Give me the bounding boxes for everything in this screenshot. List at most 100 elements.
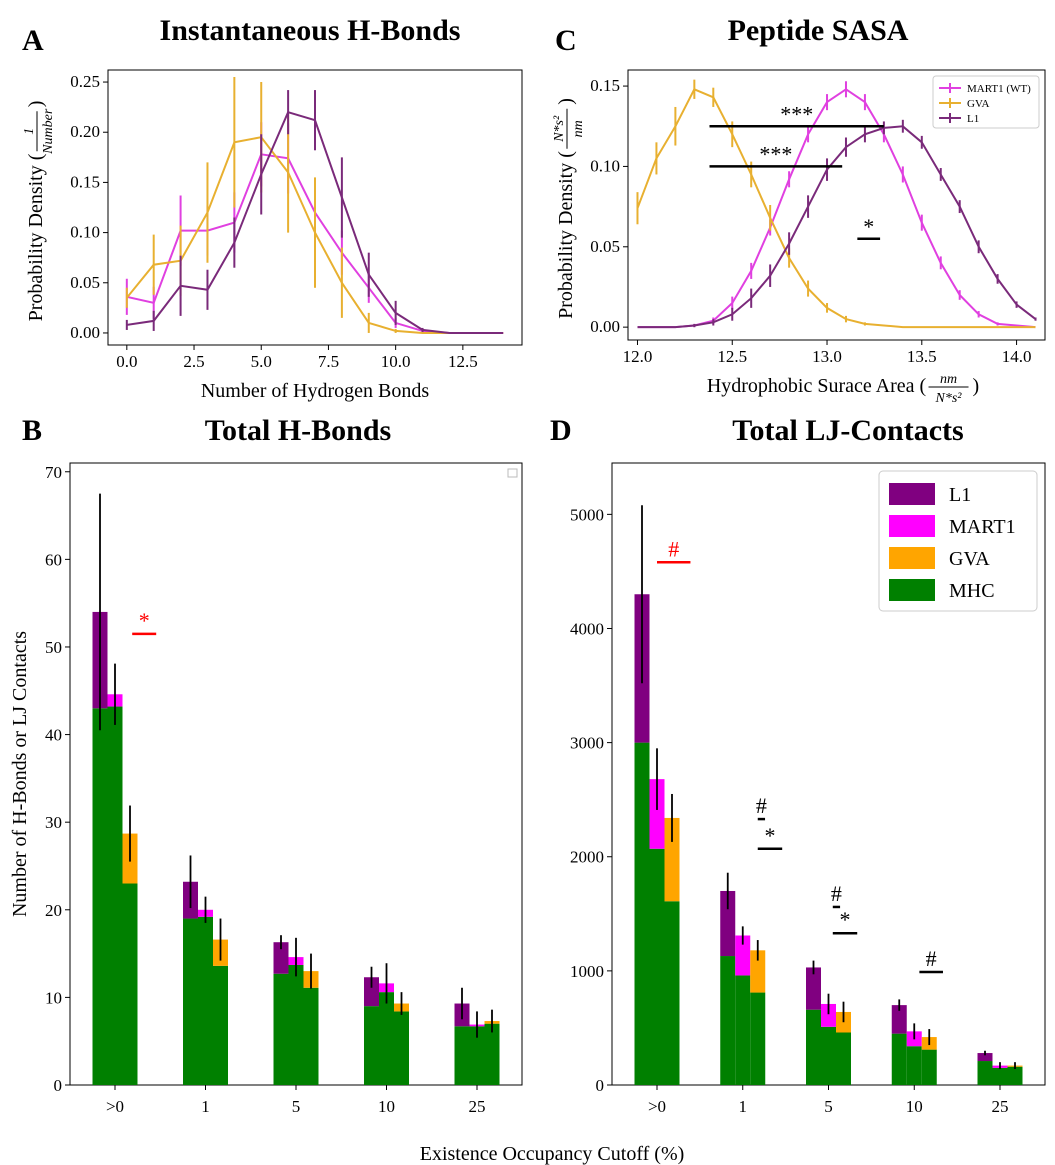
bar-mhc-mart1 [992, 1067, 1008, 1085]
y-tick-label: 1000 [570, 962, 604, 981]
empty-legend-box [507, 468, 518, 478]
bar-peptide-l1 [891, 1005, 907, 1034]
bar-mhc-l1 [454, 1026, 470, 1085]
bar-mhc-gva [303, 987, 319, 1085]
bar-mhc-gva [664, 901, 680, 1085]
y-axis-label: Probability Density ( [555, 151, 577, 319]
bar-mhc-l1 [183, 918, 198, 1085]
bar-mhc-gva [836, 1032, 851, 1085]
bar-mhc-l1 [891, 1033, 907, 1085]
bar-mhc-gva [213, 965, 228, 1085]
panel-title-b: Total H-Bonds [205, 414, 391, 447]
x-axis-label-numerator: nm [940, 372, 957, 387]
bar-peptide-l1 [977, 1053, 993, 1062]
y-tick-label: 4000 [570, 619, 604, 638]
x-tick-label: 25 [992, 1097, 1009, 1116]
shared-x-axis-label: Existence Occupancy Cutoff (%) [420, 1143, 685, 1165]
x-tick-label: 7.5 [318, 352, 339, 371]
y-axis-label: Number of H-Bonds or LJ Contacts [9, 631, 31, 917]
bar-mhc-gva [122, 883, 138, 1085]
y-axis-label-numerator: 1 [22, 128, 37, 135]
x-axis-label-close: ) [973, 375, 980, 397]
bar-mhc-mart1 [649, 848, 665, 1085]
legend-swatch [889, 547, 935, 569]
x-tick-label: 5 [824, 1097, 833, 1116]
x-axis-label: Hydrophobic Surace Area ( [707, 375, 927, 397]
y-tick-label: 0.05 [590, 237, 620, 256]
bar-mhc-l1 [720, 956, 736, 1085]
bar-mhc-gva [484, 1023, 500, 1085]
significance-marker: * [863, 214, 874, 239]
bar-mhc-gva [750, 992, 766, 1085]
bar-mhc-gva [921, 1049, 937, 1085]
significance-marker: # [926, 946, 937, 971]
bar-mhc-mart1 [906, 1046, 922, 1085]
y-tick-label: 0 [596, 1076, 605, 1095]
legend-swatch [889, 515, 935, 537]
bar-mhc-l1 [364, 1006, 379, 1085]
panel-letter-d: D [550, 414, 572, 447]
bar-mhc-l1 [273, 973, 289, 1085]
y-tick-label: 0.10 [590, 156, 620, 175]
y-tick-label: 2000 [570, 848, 604, 867]
x-tick-label: 5 [292, 1097, 301, 1116]
significance-marker: *** [759, 141, 792, 166]
chart-c: 12.0 12.5 13.0 13.5 14.0 0.00 0.05 0.10 0.15 Hydr… [552, 69, 1046, 406]
panel-title-c: Peptide SASA [728, 14, 909, 47]
bar-peptide-l1 [364, 977, 379, 1007]
bar-mhc-l1 [634, 742, 650, 1085]
bar-peptide-mart1 [649, 779, 665, 849]
y-tick-label: 0.10 [70, 223, 100, 242]
x-tick-label: 10 [906, 1097, 923, 1116]
y-tick-label: 0.20 [70, 122, 100, 141]
y-tick-label: 0.00 [70, 323, 100, 342]
y-tick-label: 0.25 [70, 72, 100, 91]
y-tick-label: 70 [45, 463, 62, 482]
legend-box [878, 470, 1038, 612]
legend-label: L1 [967, 113, 979, 125]
significance-marker: *** [780, 101, 813, 126]
x-tick-label: 2.5 [183, 352, 204, 371]
y-tick-label: 3000 [570, 734, 604, 753]
x-axis-label: Number of Hydrogen Bonds [201, 380, 430, 402]
bar-mhc-mart1 [379, 992, 394, 1085]
y-tick-label: 50 [45, 638, 62, 657]
y-tick-label: 0.15 [590, 76, 620, 95]
y-axis-label-denominator: nm [571, 120, 586, 137]
y-tick-label: 0.05 [70, 273, 100, 292]
legend-label: MART1 (WT) [967, 83, 1031, 95]
series-line-gva [636, 88, 1036, 329]
x-tick-label: 25 [469, 1097, 486, 1116]
bar-peptide-gva [750, 950, 766, 993]
x-tick-label: 10.0 [381, 352, 411, 371]
bar-peptide-gva [664, 817, 680, 902]
chart-a: 0.0 2.5 5.0 7.5 10.0 12.5 0.00 0.05 0.10 0.15 0.20… [22, 69, 523, 402]
significance-marker: * [840, 907, 851, 932]
significance-marker: # [831, 881, 842, 906]
y-axis-label-close: ) [555, 98, 577, 105]
y-axis-label-denominator: Number [41, 108, 56, 155]
legend-label: GVA [967, 98, 989, 110]
legend-swatch [889, 579, 935, 601]
legend-label: MHC [949, 580, 995, 602]
y-axis-label-group: Probability Density (1 Number) [22, 101, 56, 322]
bar-peptide-mart1 [735, 935, 751, 976]
significance-marker: # [668, 536, 679, 561]
bar-peptide-l1 [806, 967, 821, 1010]
bar-peptide-l1 [720, 890, 736, 957]
x-tick-label: 5.0 [251, 352, 272, 371]
significance-marker: * [764, 823, 775, 848]
y-tick-label: 30 [45, 813, 62, 832]
legend-swatch [889, 483, 935, 505]
y-tick-label: 5000 [570, 505, 604, 524]
x-tick-label: 10 [378, 1097, 395, 1116]
y-tick-label: 0.00 [590, 317, 620, 336]
x-tick-label: 14.0 [1002, 347, 1032, 366]
panel-letter-c: C [555, 24, 577, 57]
bar-mhc-mart1 [107, 706, 123, 1085]
bar-mhc-l1 [806, 1009, 821, 1085]
series-line-l1 [637, 125, 1037, 329]
x-tick-label: 13.0 [812, 347, 842, 366]
